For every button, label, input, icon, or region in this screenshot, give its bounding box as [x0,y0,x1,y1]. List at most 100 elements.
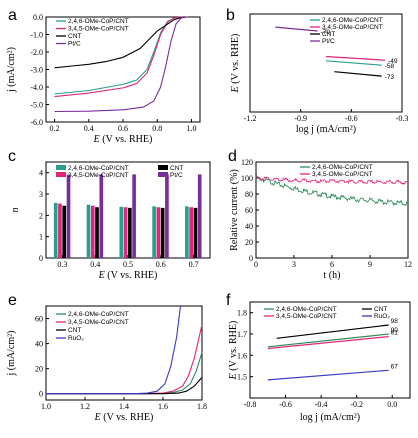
y-axis-label-b: E (V vs. RHE) [230,34,241,94]
x-tick-label-c: 0.4 [90,260,100,269]
legend-swatch-c [56,172,66,177]
legend-entry-a: CNT [68,33,81,40]
y-tick-label-d: 60 [245,206,253,215]
x-tick-label-f: -0.8 [244,400,257,409]
panel-label-f: f [226,292,231,309]
chart-d: d0 3 6 9 120204060801001202,4,6-OMe-CoP/CNT3… [228,148,412,281]
series-line-a [54,16,184,69]
series-line-f [267,333,389,348]
bar-c [185,206,189,258]
series-line-f [267,336,389,350]
legend-entry-f: 2,4,6-OMe-CoP/CNT [276,306,337,313]
legend-entry-f: CNT [374,306,387,313]
legend-entry-a: 2,4,6-OMe-CoP/CNT [68,18,129,25]
y-tick-label-a: 0.0 [33,13,43,22]
annotation-b: -58 [385,63,395,70]
annotation-f: 67 [391,363,399,370]
y-tick-label-e: 40 [35,340,43,349]
y-tick-label-f: 1.5 [237,373,247,382]
legend-swatch-c [158,165,168,170]
chart-b: b -1.2 -0.9 -0.6 -0.3 -58-49 -73 -70 2,4,6-OMe-C… [226,7,408,135]
bar-c [152,206,156,258]
x-axis-label-a-rest: (V vs. RHE) [100,134,153,145]
legend-entry-c: 2,4,6-OMe-CoP/CNT [68,165,129,172]
axes-frame-f [249,301,411,399]
y-axis-label-e: j (mA/cm²) [6,331,17,377]
y-tick-label-a: -1.0 [30,31,43,40]
x-tick-label-d: 9 [368,260,372,269]
panel-label-a: a [8,7,17,24]
legend-entry-e: 2,4,6-OMe-CoP/CNT [68,311,129,318]
panel-label-c: c [8,148,16,165]
y-tick-label-e: 60 [35,315,43,324]
y-axis-label-f: E (V vs. RHE) [228,321,239,381]
x-tick-label-c: 0.6 [156,260,166,269]
y-tick-label-a: -4.0 [30,83,43,92]
y-tick-label-c: 1 [39,233,43,242]
x-axis-label-f: log j (mA/cm²) [300,412,360,423]
x-tick-label-d: 12 [404,260,412,269]
x-tick-label-b: -1.2 [244,114,257,123]
bar-c [128,207,132,258]
x-tick-label-a: 1.0 [186,124,196,133]
legend-swatch-c [56,165,66,170]
series-line-b [325,60,382,66]
y-tick-label-d: 0 [249,254,253,263]
panel-label-d: d [228,148,237,165]
legend-entry-f: 3,4,5-OMe-CoP/CNT [276,313,337,320]
y-tick-label-a: -2.0 [30,48,43,57]
y-tick-label-f: 1.8 [237,309,247,318]
x-tick-label-e: 1.4 [119,402,129,411]
x-axis-label-a: E (V vs. RHE) [93,134,153,145]
bar-c [123,207,128,258]
x-tick-label-e: 1.2 [80,402,90,411]
bar-c [66,174,71,258]
annotation-b: -73 [385,74,395,81]
x-tick-label-f: -0.6 [279,400,292,409]
y-axis-label-b-rest: (V vs. RHE) [230,34,241,87]
panel-label-e: e [8,292,17,309]
x-tick-label-d: 0 [254,260,258,269]
legend-entry-b: CNT [322,31,335,38]
legend-entry-a: Pt/C [68,41,81,48]
x-tick-label-b: -0.6 [345,114,358,123]
panel-label-b: b [226,7,235,24]
y-axis-label-f-var: E [228,373,239,380]
legend-entry-b: Pt/C [322,38,335,45]
y-tick-label-d: 100 [241,174,253,183]
y-tick-label-c: 3 [39,190,43,199]
legend-entry-f: RuO₂ [374,313,390,320]
series-line-d [255,174,409,207]
annotation-b: -49 [388,58,398,65]
x-tick-label-c: 0.7 [189,260,199,269]
y-tick-label-a: -3.0 [30,66,43,75]
x-axis-label-d: t (h) [324,270,341,281]
x-axis-label-c-rest: (V vs. RHE) [105,270,158,281]
bar-c [189,207,193,258]
bar-c [156,207,161,258]
y-tick-label-a: -5.0 [30,101,43,110]
x-tick-label-e: 1.6 [158,402,168,411]
x-tick-label-e: 1.8 [197,402,207,411]
bar-c [160,207,165,258]
series-line-f [267,369,389,381]
y-tick-label-f: 1.7 [237,330,247,339]
bar-c [53,202,58,258]
annotation-f: 81 [391,330,399,337]
legend-entry-b: 3,4,5-OMe-CoP/CNT [322,24,383,31]
x-tick-label-b: -0.3 [396,114,409,123]
x-tick-label-a: 0.6 [118,124,128,133]
y-tick-label-a: -6.0 [30,118,43,127]
bar-c [119,206,124,258]
series-line-a [54,16,189,113]
legend-entry-e: RuO₂ [68,335,84,342]
x-axis-label-c-var: E [98,270,105,281]
series-line-b [325,55,386,61]
y-tick-label-c: 4 [39,169,43,178]
bar-c [62,205,67,258]
y-tick-label-e: 0 [39,390,43,399]
y-axis-label-c: n [10,208,21,213]
series-line-a [54,16,183,98]
x-tick-label-f: 0.0 [387,400,397,409]
x-tick-label-a: 0.8 [152,124,162,133]
